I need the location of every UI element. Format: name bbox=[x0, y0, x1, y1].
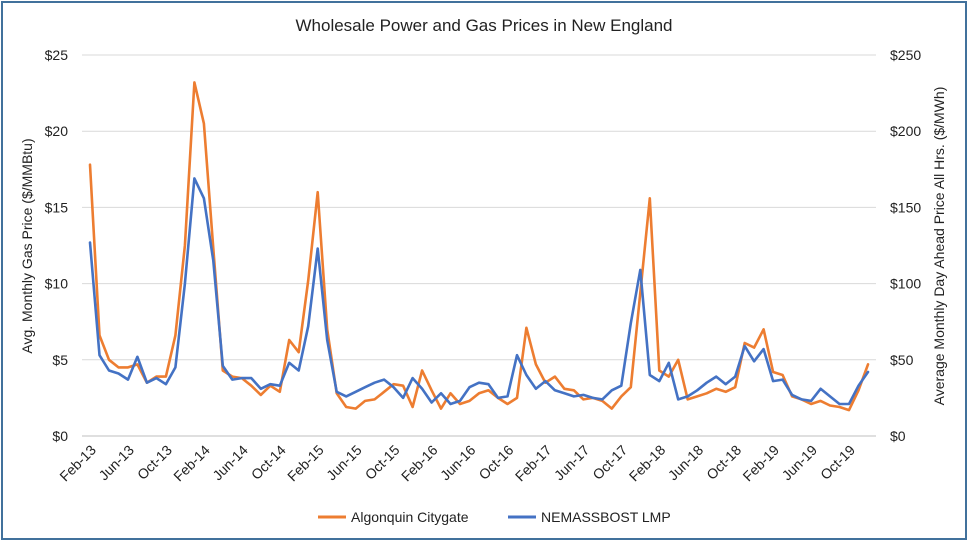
y-left-tick-label: $0 bbox=[52, 428, 68, 444]
series-lines bbox=[88, 81, 870, 412]
y-axis-left-title: Avg. Monthly Gas Price ($/MMBtu) bbox=[19, 138, 35, 353]
x-tick-label: Oct-18 bbox=[703, 442, 744, 483]
x-tick-label: Jun-17 bbox=[551, 442, 593, 484]
y-left-tick-label: $10 bbox=[45, 276, 69, 292]
x-tick-label: Oct-14 bbox=[248, 442, 289, 483]
x-tick-label: Jun-14 bbox=[209, 442, 251, 484]
x-tick-label: Oct-16 bbox=[475, 442, 516, 483]
chart-title: Wholesale Power and Gas Prices in New En… bbox=[295, 16, 672, 35]
series-line bbox=[88, 177, 870, 406]
x-tick-label: Feb-17 bbox=[512, 442, 555, 485]
x-tick-label: Jun-19 bbox=[779, 442, 821, 484]
x-axis-ticks: Feb-13Jun-13Oct-13Feb-14Jun-14Oct-14Feb-… bbox=[56, 442, 858, 485]
x-tick-label: Jun-13 bbox=[95, 442, 137, 484]
x-tick-label: Feb-13 bbox=[56, 442, 99, 485]
x-tick-label: Jun-16 bbox=[437, 442, 479, 484]
y-axis-right-ticks: $0 $50 $100 $150 $200 $250 bbox=[890, 47, 921, 444]
y-left-tick-label: $15 bbox=[45, 199, 69, 215]
y-left-tick-label: $25 bbox=[45, 47, 69, 63]
y-right-tick-label: $0 bbox=[890, 428, 906, 444]
x-tick-label: Feb-18 bbox=[626, 442, 669, 485]
y-right-tick-label: $50 bbox=[890, 352, 914, 368]
x-tick-label: Jun-15 bbox=[323, 442, 365, 484]
y-axis-left-ticks: $0 $5 $10 $15 $20 $25 bbox=[45, 47, 69, 444]
legend: Algonquin Citygate NEMASSBOST LMP bbox=[318, 509, 671, 525]
y-right-tick-label: $250 bbox=[890, 47, 921, 63]
x-tick-label: Oct-17 bbox=[589, 442, 630, 483]
y-right-tick-label: $150 bbox=[890, 199, 921, 215]
x-tick-label: Feb-14 bbox=[170, 442, 213, 485]
x-tick-label: Feb-19 bbox=[739, 442, 782, 485]
y-right-tick-label: $200 bbox=[890, 123, 921, 139]
y-axis-right-title: Average Monthly Day Ahead Price All Hrs.… bbox=[931, 87, 947, 406]
gridlines bbox=[82, 54, 876, 437]
x-tick-label: Oct-15 bbox=[362, 442, 403, 483]
legend-label: Algonquin Citygate bbox=[351, 509, 469, 525]
x-tick-label: Feb-16 bbox=[398, 442, 441, 485]
y-left-tick-label: $20 bbox=[45, 123, 69, 139]
x-tick-label: Feb-15 bbox=[284, 442, 327, 485]
legend-label: NEMASSBOST LMP bbox=[541, 509, 671, 525]
x-tick-label: Oct-19 bbox=[817, 442, 858, 483]
y-left-tick-label: $5 bbox=[52, 352, 68, 368]
x-tick-label: Jun-18 bbox=[665, 442, 707, 484]
y-right-tick-label: $100 bbox=[890, 276, 921, 292]
x-tick-label: Oct-13 bbox=[134, 442, 175, 483]
